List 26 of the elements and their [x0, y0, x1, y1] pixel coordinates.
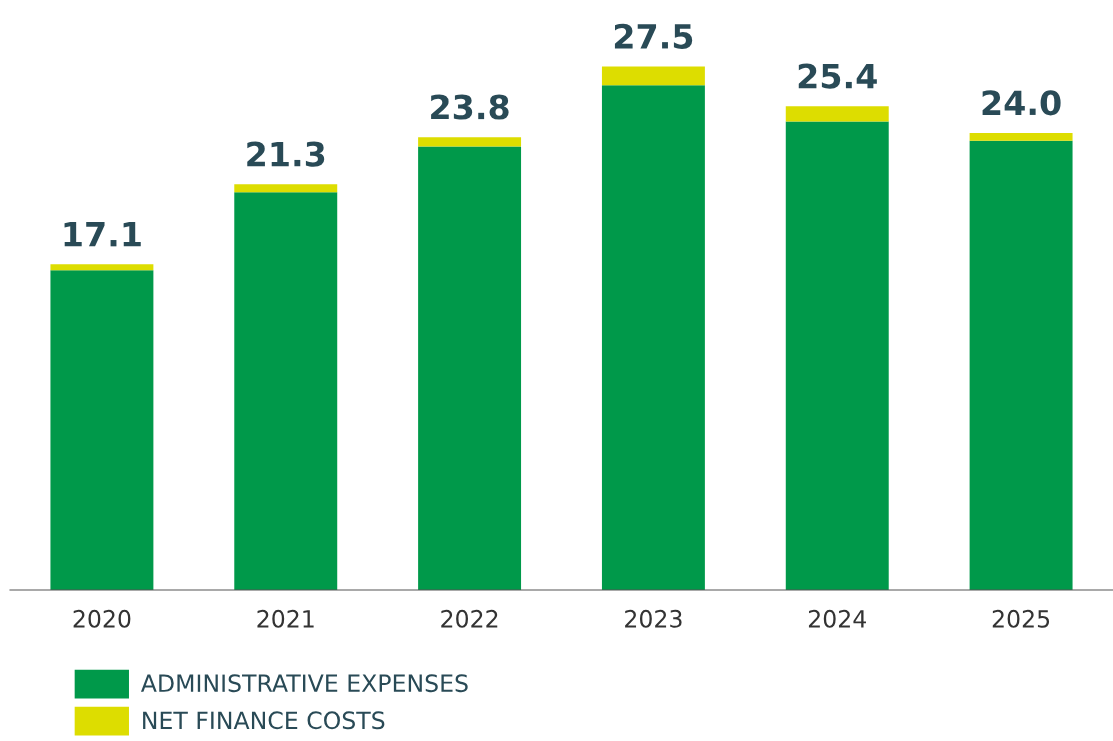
bar: [234, 184, 338, 193]
annotation: 24.0: [982, 90, 1061, 116]
x-tick-label: 2025: [992, 609, 1050, 628]
x-tick-label: 2022: [441, 609, 498, 628]
bar: [50, 264, 154, 271]
legend-label: ADMINISTRATIVE EXPENSES: [140, 674, 468, 693]
bar: [969, 132, 1073, 141]
x-tick-label: 2021: [257, 609, 314, 628]
bar: [785, 121, 889, 590]
bar: [601, 85, 705, 590]
bar: [418, 137, 522, 147]
bar: [969, 140, 1073, 590]
annotation: 17.1: [64, 222, 141, 247]
legend-label: NET FINANCE COSTS: [143, 711, 385, 730]
bar: [601, 66, 705, 86]
annotation: 23.8: [431, 94, 509, 120]
bar: [418, 146, 522, 590]
bar: [785, 106, 889, 122]
bar: [50, 270, 154, 590]
x-tick-label: 2020: [73, 609, 131, 628]
bar: [234, 192, 338, 590]
annotation: 25.4: [798, 63, 877, 89]
x-tick-label: 2023: [625, 609, 682, 628]
x-tick-label: 2024: [808, 609, 866, 628]
annotation: 27.5: [614, 23, 693, 49]
annotation: 21.3: [247, 141, 325, 167]
